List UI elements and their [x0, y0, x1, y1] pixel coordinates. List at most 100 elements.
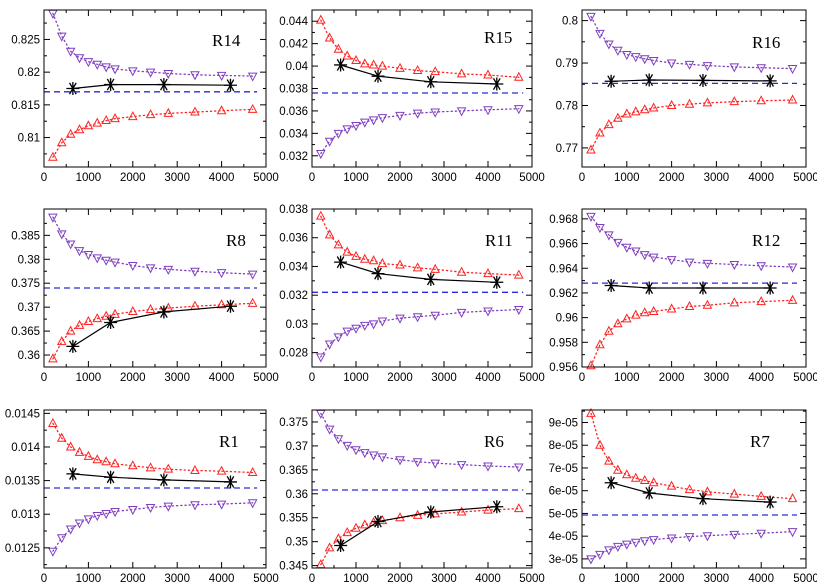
- x-tick-label: 4000: [209, 172, 235, 184]
- upper-point: [163, 69, 174, 80]
- y-tick-label: 0.365: [11, 326, 40, 338]
- x-tick-label: 4000: [475, 172, 501, 184]
- y-tick-label: 0.345: [279, 561, 308, 573]
- upper-point: [483, 307, 493, 317]
- y-tick-label: 0.82: [18, 67, 40, 79]
- estimate-point: [642, 281, 656, 295]
- upper-point: [702, 259, 713, 269]
- panel-r6: 0 1000 2000 3000 4000 5000 0.345 0.35 0.355 0.36 0…: [279, 409, 545, 585]
- x-tick-label: 5000: [253, 573, 279, 585]
- upper-point: [595, 29, 605, 39]
- lower-point: [595, 127, 605, 137]
- lower-point: [92, 117, 103, 127]
- x-tick-label: 3000: [431, 172, 457, 184]
- lower-point: [74, 124, 85, 134]
- estimate-point: [604, 74, 618, 88]
- lower-point: [604, 325, 614, 335]
- lower-point: [145, 462, 156, 472]
- upper-point: [483, 462, 493, 472]
- x-tick-label: 2000: [120, 372, 146, 384]
- upper-point: [412, 109, 423, 119]
- upper-point: [684, 533, 695, 543]
- upper-point: [368, 320, 379, 330]
- upper-point: [127, 506, 138, 516]
- x-tick-label: 2000: [387, 172, 413, 184]
- lower-point: [702, 486, 713, 496]
- lower-point: [48, 353, 58, 363]
- lower-point: [412, 64, 423, 75]
- upper-point: [621, 243, 632, 253]
- upper-point: [324, 425, 335, 435]
- upper-point: [145, 68, 156, 78]
- lower-point: [163, 107, 174, 117]
- estimate-point: [157, 305, 171, 319]
- lower-point: [216, 299, 227, 309]
- upper-point: [333, 129, 344, 139]
- lower-point: [456, 68, 467, 78]
- panel-label: R7: [750, 432, 770, 451]
- lower-point: [74, 319, 85, 329]
- x-tick-label: 3000: [704, 172, 730, 184]
- upper-point: [648, 56, 659, 67]
- x-tick-label: 4000: [748, 372, 774, 384]
- y-tick-label: 0.014: [11, 442, 40, 454]
- upper-point: [586, 555, 596, 565]
- x-tick-label: 5000: [793, 372, 817, 384]
- lower-point: [83, 315, 94, 326]
- upper-point: [65, 240, 76, 250]
- lower-point: [127, 305, 138, 315]
- upper-point: [83, 250, 94, 261]
- upper-point: [377, 114, 388, 124]
- estimate-point: [763, 281, 777, 295]
- upper-point: [163, 265, 174, 275]
- x-tick-label: 2000: [659, 172, 685, 184]
- upper-point: [110, 65, 120, 75]
- lower-point: [342, 246, 353, 256]
- lower-line: [52, 108, 254, 158]
- estimate-point: [334, 538, 348, 552]
- upper-point: [92, 512, 103, 522]
- upper-point: [456, 308, 467, 318]
- lower-point: [613, 318, 623, 328]
- x-tick-label: 1000: [76, 172, 102, 184]
- x-tick-label: 5000: [253, 372, 279, 384]
- lower-point: [666, 303, 677, 313]
- upper-point: [324, 340, 335, 350]
- upper-point: [604, 40, 614, 50]
- upper-point: [110, 508, 120, 518]
- lower-point: [639, 474, 650, 484]
- y-tick-label: 0.03: [286, 319, 308, 331]
- x-tick-label: 2000: [659, 573, 685, 585]
- y-tick-label: 0.968: [549, 214, 578, 226]
- y-tick-label: 0.036: [279, 233, 308, 245]
- upper-point: [666, 534, 677, 544]
- upper-point: [456, 461, 467, 471]
- estimate-line: [340, 506, 497, 547]
- estimate-line: [340, 261, 497, 283]
- lower-point: [110, 308, 120, 318]
- upper-point: [127, 261, 138, 272]
- estimate-point: [157, 78, 171, 92]
- upper-point: [48, 213, 58, 223]
- upper-point: [595, 224, 605, 234]
- lower-point: [101, 310, 111, 320]
- lower-point: [324, 229, 335, 239]
- lower-point: [351, 54, 361, 64]
- estimate-point: [490, 500, 504, 514]
- x-tick-label: 5000: [253, 172, 279, 184]
- lower-point: [430, 263, 441, 273]
- lower-point: [639, 104, 650, 114]
- lower-line: [52, 422, 254, 474]
- upper-point: [412, 313, 423, 323]
- panel-label: R16: [752, 33, 780, 52]
- x-tick-label: 0: [41, 372, 47, 384]
- upper-line: [320, 108, 520, 155]
- lower-point: [483, 268, 493, 278]
- x-tick-label: 0: [41, 172, 47, 184]
- upper-point: [756, 64, 767, 74]
- upper-point: [342, 327, 353, 337]
- lower-point: [604, 455, 614, 465]
- y-tick-label: 0.034: [279, 128, 308, 140]
- x-tick-label: 3000: [704, 573, 730, 585]
- lower-point: [145, 303, 156, 314]
